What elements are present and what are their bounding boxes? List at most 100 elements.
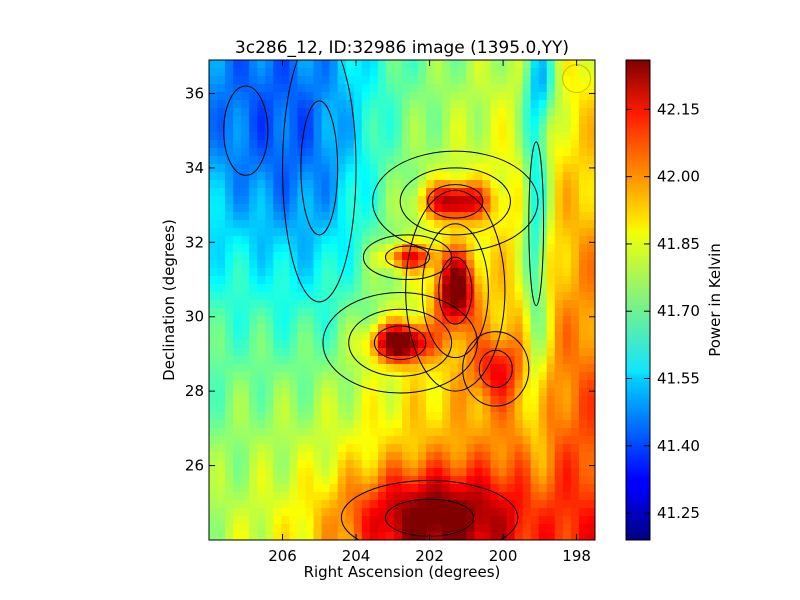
heatmap-cell (225, 220, 234, 229)
heatmap-cell (434, 372, 443, 381)
heatmap-cell (241, 500, 250, 509)
heatmap-cell (418, 508, 427, 517)
heatmap-cell (233, 100, 242, 109)
heatmap-cell (586, 172, 595, 181)
heatmap-cell (586, 60, 595, 69)
heatmap-cell (554, 484, 564, 493)
heatmap-cell (225, 388, 234, 397)
heatmap-cell (458, 460, 467, 469)
heatmap-cell (321, 100, 331, 109)
heatmap-cell (361, 204, 371, 213)
heatmap-cell (474, 276, 484, 285)
heatmap-cell (265, 180, 274, 189)
heatmap-cell (530, 220, 540, 229)
heatmap-cell (466, 324, 475, 333)
heatmap-cell (297, 156, 307, 165)
heatmap-cell (369, 388, 379, 397)
heatmap-cell (385, 100, 395, 109)
heatmap-cell (450, 348, 459, 357)
heatmap-cell (530, 388, 540, 397)
heatmap-cell (498, 252, 508, 261)
heatmap-cell (281, 92, 291, 101)
heatmap-cell (345, 276, 355, 285)
heatmap-cell (265, 92, 274, 101)
heatmap-cell (281, 492, 291, 501)
heatmap-cell (522, 260, 532, 269)
heatmap-cell (289, 492, 299, 501)
heatmap-cell (249, 348, 258, 357)
heatmap-cell (426, 76, 435, 85)
heatmap-cell (570, 524, 580, 533)
heatmap-cell (522, 68, 532, 77)
heatmap-cell (265, 292, 274, 301)
heatmap-cell (418, 84, 427, 93)
heatmap-cell (434, 84, 443, 93)
heatmap-cell (490, 428, 500, 437)
heatmap-cell (345, 76, 355, 85)
heatmap-cell (466, 140, 475, 149)
heatmap-cell (522, 524, 532, 533)
heatmap-cell (305, 524, 315, 533)
heatmap-cell (273, 276, 282, 285)
heatmap-cell (434, 100, 443, 109)
contour-line (421, 223, 489, 359)
heatmap-cell (233, 284, 242, 293)
heatmap-cell (442, 348, 451, 357)
heatmap-cell (377, 172, 387, 181)
heatmap-cell (442, 124, 451, 133)
heatmap-cell (209, 372, 218, 381)
heatmap-cell (369, 372, 379, 381)
heatmap-cell (554, 220, 564, 229)
heatmap-cell (458, 468, 467, 477)
heatmap-cell (522, 460, 532, 469)
heatmap-cell (490, 76, 500, 85)
heatmap-cell (265, 340, 274, 349)
heatmap-cell (385, 268, 395, 277)
heatmap-cell (578, 356, 588, 365)
heatmap-cell (281, 324, 291, 333)
heatmap-cell (562, 516, 572, 525)
heatmap-cell (329, 524, 339, 533)
heatmap-cell (586, 308, 595, 317)
heatmap-cell (257, 468, 266, 477)
heatmap-cell (562, 132, 572, 141)
heatmap-cell (313, 436, 323, 445)
heatmap-cell (586, 372, 595, 381)
heatmap-cell (570, 148, 580, 157)
heatmap-cell (345, 452, 355, 461)
heatmap-cell (490, 340, 500, 349)
heatmap-cell (305, 268, 315, 277)
heatmap-cell (217, 500, 226, 509)
heatmap-cell (554, 244, 564, 253)
heatmap-cell (490, 412, 500, 421)
heatmap-cell (353, 132, 363, 141)
heatmap-cell (482, 468, 492, 477)
heatmap-cell (522, 428, 532, 437)
heatmap-cell (450, 284, 459, 293)
heatmap-cell (474, 444, 484, 453)
heatmap-cell (361, 236, 371, 245)
heatmap-cell (313, 308, 323, 317)
heatmap-cell (289, 84, 299, 93)
heatmap-cell (249, 292, 258, 301)
heatmap-cell (273, 396, 282, 405)
heatmap-cell (458, 140, 467, 149)
heatmap-cell (241, 292, 250, 301)
heatmap-cell (458, 388, 467, 397)
heatmap-cell (522, 244, 532, 253)
heatmap-cell (426, 364, 435, 373)
heatmap-cell (273, 372, 282, 381)
heatmap-cell (498, 476, 508, 485)
heatmap-cell (578, 476, 588, 485)
heatmap-cell (321, 108, 331, 117)
heatmap-cell (305, 60, 315, 69)
heatmap-cell (490, 300, 500, 309)
heatmap-cell (402, 172, 411, 181)
heatmap-cell (337, 108, 347, 117)
heatmap-cell (329, 140, 339, 149)
heatmap-cell (418, 524, 427, 533)
heatmap-cell (498, 324, 508, 333)
heatmap-cell (345, 100, 355, 109)
heatmap-cell (281, 500, 291, 509)
heatmap-cell (385, 196, 395, 205)
